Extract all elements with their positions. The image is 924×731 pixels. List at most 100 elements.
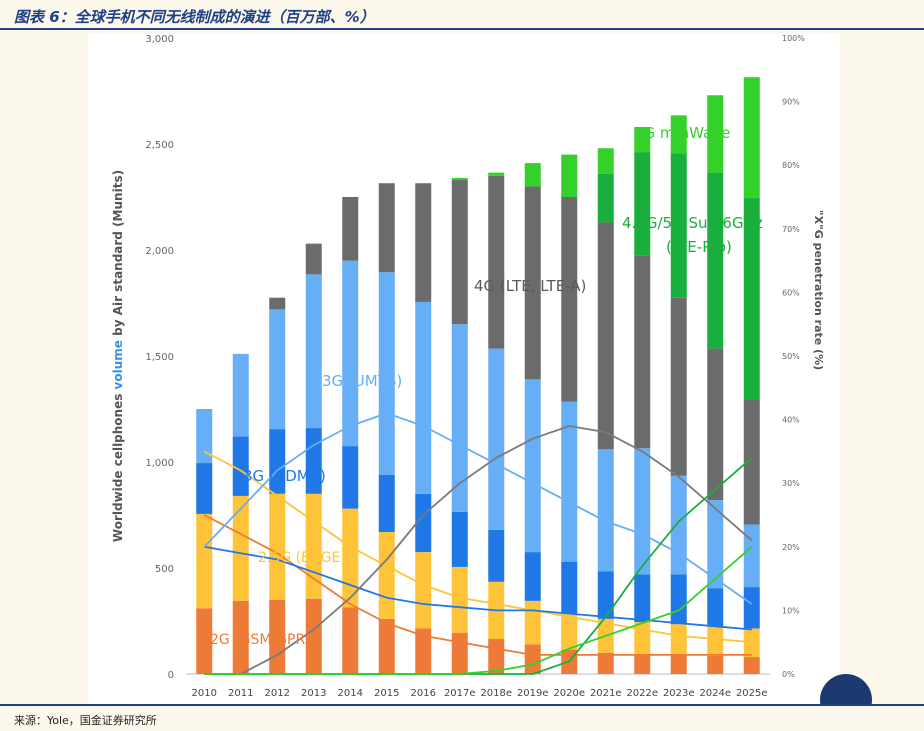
bar-segment [707,172,724,349]
bar-segment [451,511,468,567]
bar-segment [707,500,724,589]
bar-segment [305,428,322,494]
bar-segment [196,463,213,514]
series-annotation: 2G (GSM/GPRS) [210,632,320,648]
y-axis-title: Worldwide cellphones volume by Air stand… [111,170,125,542]
bar-segment [670,153,687,298]
bar-segment [196,409,213,464]
x-tick-label: 2016 [411,688,436,699]
bar-segment [196,513,213,609]
bar-segment [269,297,286,310]
y2-tick-label: 50% [782,352,800,361]
bar-segment [597,222,614,450]
bar-segment [232,436,249,496]
bar-segment [670,475,687,575]
series-annotation: 3G (UMTS) [322,372,402,390]
series-annotation: 4G (LTE, LTE-A) [474,277,586,295]
bar-segment [342,508,359,608]
bar-segment [634,574,651,623]
series-annotation: (LTE-Pro) [666,238,732,256]
bar-segment [561,561,578,614]
y2-tick-label: 40% [782,416,800,425]
x-tick-label: 2014 [338,688,363,699]
bar-segment [342,607,359,674]
bar-segment [305,598,322,674]
x-tick-label: 2021e [590,688,622,699]
bar-segment [743,524,760,588]
bar-segment [634,152,651,256]
bar-segment [415,493,432,553]
x-tick-label: 2024e [699,688,731,699]
bar-segment [707,655,724,674]
stacked-bar-chart: 0 500 1,000 1,500 2,000 2,500 3,000 0% 10% 20% 30%… [111,34,872,704]
bar-segment [670,624,687,655]
bar-segment [743,399,760,525]
y-tick-label: 0 [168,670,174,681]
bar-segment [524,186,541,380]
bar-segment [561,197,578,402]
y-tick-label: 500 [155,564,174,575]
bar-segment [561,613,578,650]
x-tick-label: 2020e [553,688,585,699]
bar-segment [597,148,614,174]
bar-segment [707,95,724,173]
bar-segment [451,632,468,674]
y-tick-label: 3,000 [145,34,174,45]
bar-segment [488,172,505,176]
bar-segment [305,493,322,599]
series-annotation: 2.5G (EDGE) [258,550,346,566]
penetration-line [203,450,752,644]
bar-segment [305,274,322,429]
figure-footer: 来源：Yole，国金证券研究所 [0,704,924,731]
y2-tick-label: 30% [782,479,800,488]
bar-segment [451,177,468,181]
bar-segment [269,493,286,600]
y-tick-label: 1,000 [145,458,174,469]
bar-segment [415,183,432,302]
bar-segment [524,644,541,674]
bar-segment [597,449,614,572]
bar-segment [670,654,687,674]
bar-segment [232,495,249,601]
bar-segment [378,531,395,619]
bar-segment [597,652,614,674]
x-tick-label: 2012 [265,688,290,699]
source-note: 来源：Yole，国金证券研究所 [14,714,157,727]
bar-segment [634,653,651,674]
bar-segment [634,622,651,654]
bar-segment [743,198,760,400]
bar-segment [634,127,651,153]
bar-segment [196,608,213,674]
figure-title: 图表 6：全球手机不同无线制成的演进（百万部、%） [14,8,375,26]
y2-tick-label: 70% [782,225,800,234]
penetration-line [203,412,753,605]
bar-segment [670,574,687,625]
bar-segment [269,599,286,674]
bar-segment [707,588,724,627]
bar-segment [670,297,687,476]
series-annotation: 4.5G/5G Sub-6GHz [622,214,763,232]
series-annotation: 5G mmWave [634,124,730,142]
corner-logo-mark [820,674,872,704]
x-tick-label: 2015 [374,688,399,699]
bar-segment [597,571,614,619]
x-tick-label: 2010 [192,688,217,699]
bar-segment [743,77,760,199]
bar-segment [743,657,760,674]
x-tick-label: 2019e [517,688,549,699]
x-tick-label: 2011 [228,688,253,699]
x-tick-label: 2023e [663,688,695,699]
y2-tick-label: 0% [782,670,795,679]
bar-segment [707,348,724,501]
bar-segment [488,348,505,530]
bar-segment [305,243,322,275]
x-tick-label: 2017e [444,688,476,699]
bar-segment [524,379,541,553]
y-tick-label: 1,500 [145,352,174,363]
bar-segment [232,353,249,437]
bar-segment [670,115,687,154]
bar-segment [269,309,286,430]
bar-segment [415,552,432,629]
bar-segment [451,324,468,512]
y2-tick-label: 20% [782,543,800,552]
